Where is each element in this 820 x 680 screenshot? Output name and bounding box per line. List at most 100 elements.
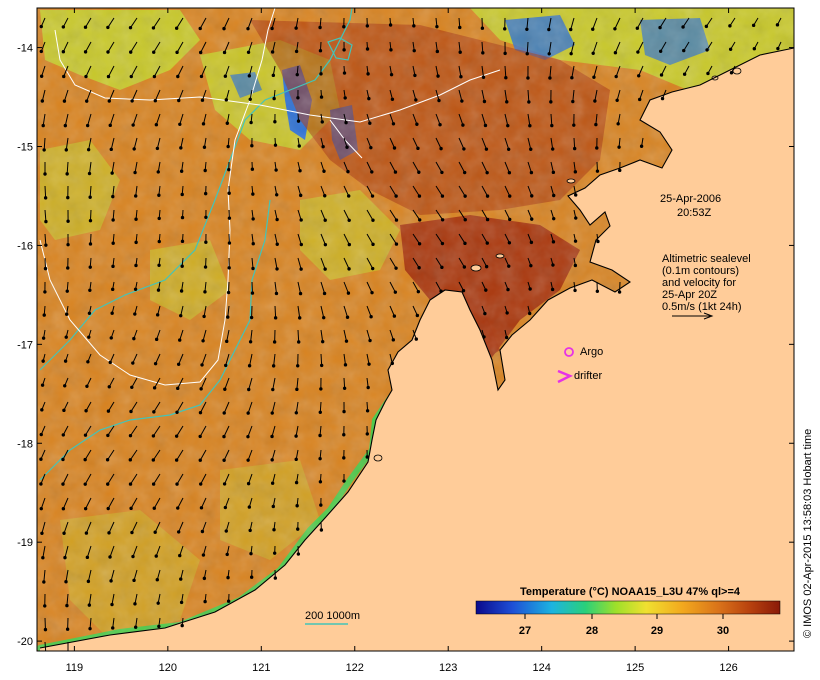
velocity-arrow-head [134,288,136,290]
velocity-arrow-head [181,193,183,195]
velocity-arrow-head [250,121,252,123]
velocity-arrow-head [272,365,274,367]
velocity-arrow-head [111,172,113,174]
velocity-arrow-head [391,98,393,100]
velocity-arrow-head [180,601,182,603]
velocity-arrow-head [272,505,274,507]
velocity-arrow-head [247,435,249,437]
velocity-arrow-head [320,504,322,506]
velocity-arrow-head [62,434,64,436]
velocity-arrow-head [529,312,531,314]
y-tick-label: -14 [17,43,33,55]
velocity-arrow-head [130,51,132,53]
velocity-arrow-head [112,219,114,221]
velocity-arrow-head [366,456,368,458]
velocity-arrow-head [482,76,484,78]
velocity-arrow-head [248,506,250,508]
colorbar-tick-label: 27 [519,625,531,637]
velocity-arrow-head [777,47,779,49]
velocity-arrow-head [346,146,348,148]
velocity-arrow-head [152,435,154,437]
velocity-arrow-head [158,240,160,242]
velocity-arrow-head [177,363,179,365]
velocity-arrow-head [203,146,205,148]
velocity-arrow-head [204,600,206,602]
velocity-arrow-head [530,241,532,243]
velocity-arrow-head [271,51,273,53]
velocity-arrow-head [418,171,420,173]
velocity-arrow-head [200,75,202,77]
velocity-arrow-head [247,459,249,461]
velocity-arrow-head [296,73,298,75]
velocity-arrow-head [152,27,154,29]
velocity-arrow-head [371,171,373,173]
velocity-arrow-head [348,243,350,245]
velocity-arrow-head [553,194,555,196]
velocity-arrow-head [418,195,420,197]
velocity-arrow-head [63,100,65,102]
velocity-arrow-head [297,528,299,530]
velocity-arrow-head [84,507,86,509]
velocity-arrow-head [107,507,109,509]
velocity-arrow-head [180,314,182,316]
velocity-arrow-head [111,312,113,314]
velocity-arrow-head [223,435,225,437]
velocity-arrow-head [152,483,154,485]
velocity-arrow-head [367,73,369,75]
velocity-arrow-head [156,314,158,316]
velocity-arrow-head [85,75,87,77]
velocity-arrow-head [616,99,618,101]
velocity-arrow-head [131,100,133,102]
velocity-arrow-head [199,27,201,29]
velocity-arrow-head [274,317,276,319]
velocity-arrow-head [177,75,179,77]
velocity-arrow-head [86,556,88,558]
velocity-arrow-head [64,556,66,558]
velocity-arrow-head [44,628,46,630]
velocity-arrow-head [250,576,252,578]
velocity-arrow-head [530,148,532,150]
velocity-arrow-head [574,289,576,291]
velocity-arrow-head [504,28,506,30]
velocity-arrow-head [343,26,345,28]
velocity-arrow-head [343,480,345,482]
velocity-arrow-head [371,267,373,269]
velocity-arrow-head [42,337,44,339]
velocity-arrow-head [344,364,346,366]
velocity-arrow-head [276,243,278,245]
velocity-arrow-head [274,121,276,123]
velocity-arrow-head [529,125,531,127]
velocity-arrow-head [419,219,421,221]
velocity-arrow-head [153,51,155,53]
velocity-arrow-head [319,49,321,51]
velocity-arrow-head [441,219,443,221]
velocity-arrow-head [133,579,135,581]
velocity-arrow-head [297,553,299,555]
velocity-arrow-head [62,458,64,460]
velocity-arrow-head [441,171,443,173]
velocity-arrow-head [348,195,350,197]
velocity-arrow-head [156,147,158,149]
credit-label: © IMOS 02-Apr-2015 13:58:03 Hobart time [802,429,814,638]
velocity-arrow-head [248,388,250,390]
velocity-arrow-head [175,459,177,461]
velocity-arrow-head [112,627,114,629]
velocity-arrow-head [297,120,299,122]
velocity-arrow-head [67,220,69,222]
velocity-arrow-head [62,50,64,52]
velocity-arrow-head [323,316,325,318]
velocity-arrow-head [88,604,90,606]
velocity-arrow-head [371,195,373,197]
velocity-arrow-head [201,364,203,366]
velocity-arrow-head [252,193,254,195]
velocity-arrow-head [247,482,249,484]
velocity-arrow-head [592,28,594,30]
velocity-arrow-head [461,100,463,102]
velocity-arrow-head [247,51,249,53]
date-label: 25-Apr-2006 [660,193,721,205]
velocity-arrow-head [550,101,552,103]
velocity-arrow-head [682,26,684,28]
velocity-arrow-head [227,145,229,147]
velocity-arrow-head [107,410,109,412]
velocity-arrow-head [436,25,438,27]
